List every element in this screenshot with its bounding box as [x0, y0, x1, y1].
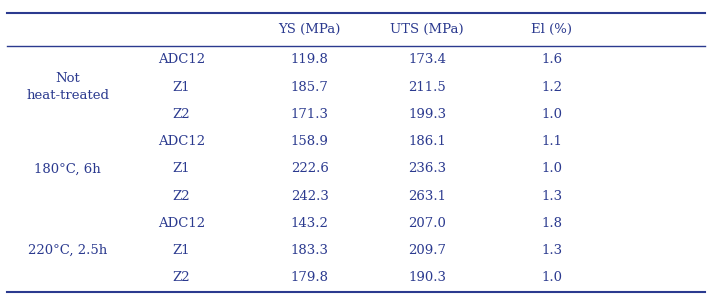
- Text: 1.2: 1.2: [541, 81, 562, 94]
- Text: 173.4: 173.4: [408, 54, 446, 66]
- Text: Not
heat-treated: Not heat-treated: [26, 72, 109, 102]
- Text: 199.3: 199.3: [408, 108, 446, 121]
- Text: Z2: Z2: [173, 108, 190, 121]
- Text: Z1: Z1: [173, 244, 190, 257]
- Text: 236.3: 236.3: [408, 162, 446, 176]
- Text: 190.3: 190.3: [408, 271, 446, 284]
- Text: El (%): El (%): [531, 23, 572, 36]
- Text: 171.3: 171.3: [290, 108, 329, 121]
- Text: 242.3: 242.3: [290, 190, 329, 203]
- Text: 158.9: 158.9: [290, 135, 329, 148]
- Text: 1.1: 1.1: [541, 135, 562, 148]
- Text: 179.8: 179.8: [290, 271, 329, 284]
- Text: YS (MPa): YS (MPa): [278, 23, 341, 36]
- Text: Z2: Z2: [173, 271, 190, 284]
- Text: UTS (MPa): UTS (MPa): [390, 23, 464, 36]
- Text: 211.5: 211.5: [408, 81, 446, 94]
- Text: 1.3: 1.3: [541, 244, 562, 257]
- Text: 119.8: 119.8: [290, 54, 329, 66]
- Text: 186.1: 186.1: [408, 135, 446, 148]
- Text: 263.1: 263.1: [408, 190, 446, 203]
- Text: 1.0: 1.0: [541, 108, 562, 121]
- Text: 209.7: 209.7: [408, 244, 446, 257]
- Text: 180°C, 6h: 180°C, 6h: [34, 162, 101, 176]
- Text: 1.6: 1.6: [541, 54, 562, 66]
- Text: 220°C, 2.5h: 220°C, 2.5h: [28, 244, 108, 257]
- Text: ADC12: ADC12: [158, 135, 205, 148]
- Text: 143.2: 143.2: [290, 217, 329, 230]
- Text: Z1: Z1: [173, 162, 190, 176]
- Text: ADC12: ADC12: [158, 217, 205, 230]
- Text: 1.3: 1.3: [541, 190, 562, 203]
- Text: 183.3: 183.3: [290, 244, 329, 257]
- Text: 222.6: 222.6: [290, 162, 329, 176]
- Text: 185.7: 185.7: [290, 81, 329, 94]
- Text: Z1: Z1: [173, 81, 190, 94]
- Text: 207.0: 207.0: [408, 217, 446, 230]
- Text: 1.8: 1.8: [541, 217, 562, 230]
- Text: Z2: Z2: [173, 190, 190, 203]
- Text: ADC12: ADC12: [158, 54, 205, 66]
- Text: 1.0: 1.0: [541, 271, 562, 284]
- Text: 1.0: 1.0: [541, 162, 562, 176]
